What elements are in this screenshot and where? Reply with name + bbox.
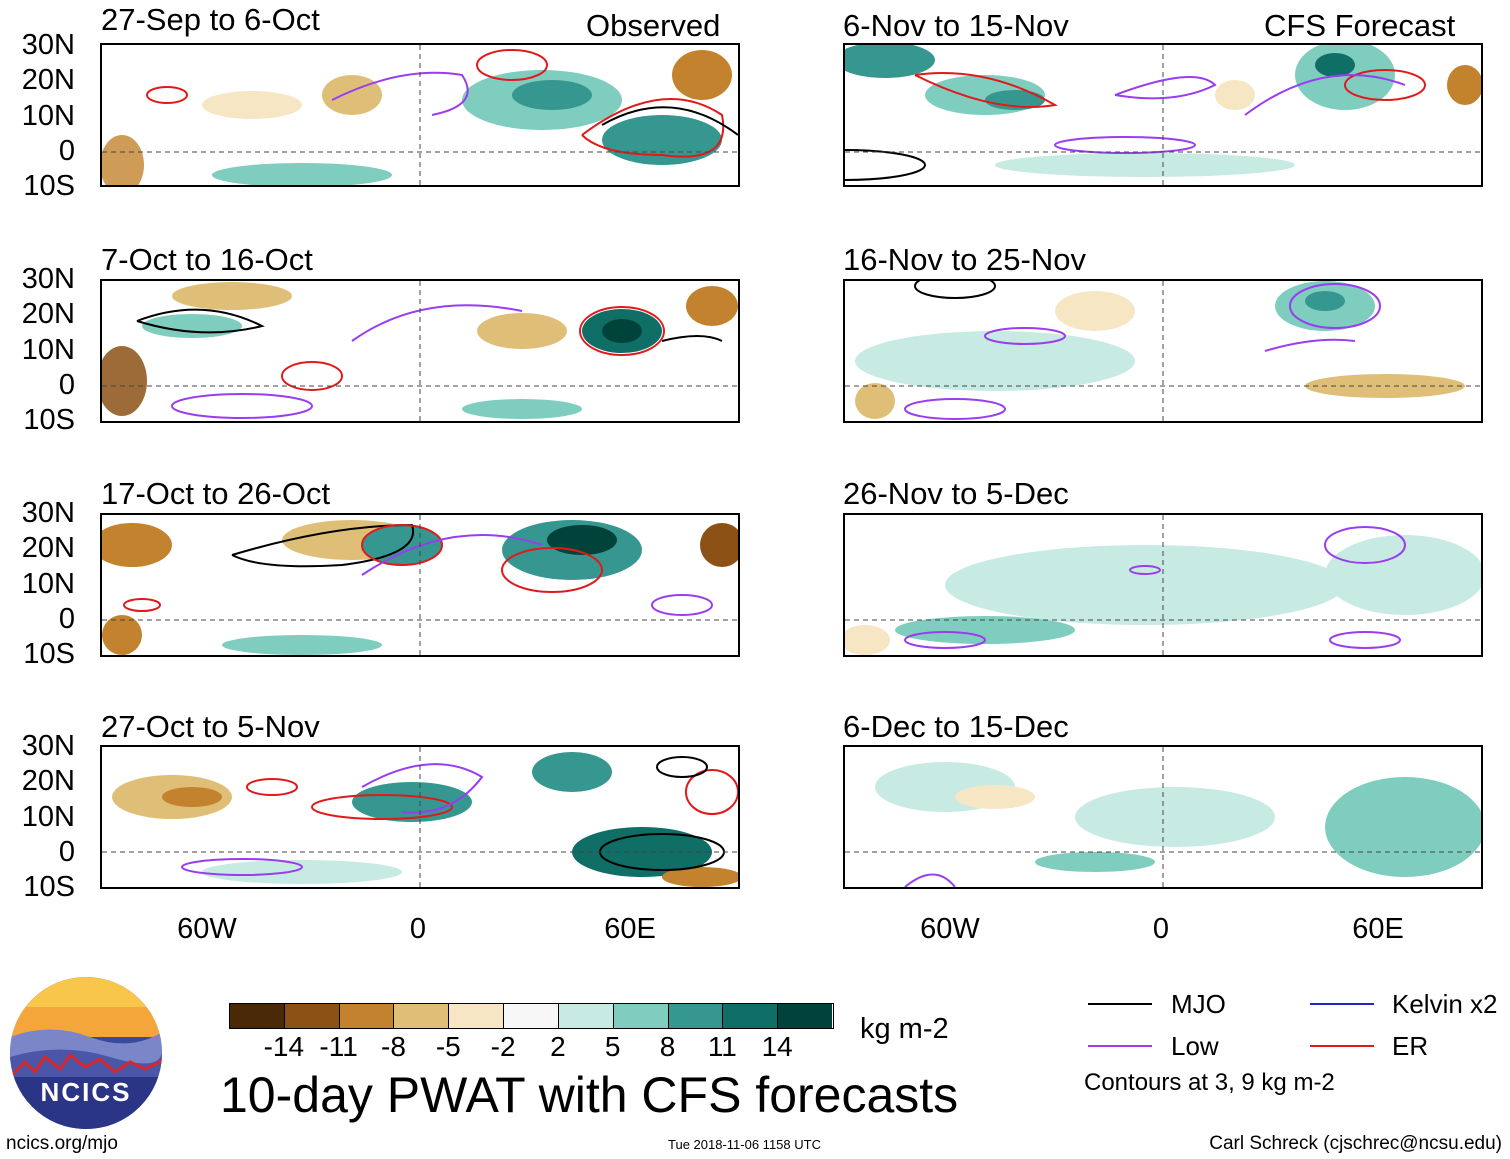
lat-label: 10N: [21, 801, 75, 833]
legend-note: Contours at 3, 9 kg m-2: [1084, 1069, 1335, 1096]
lat-label: 0: [58, 836, 75, 868]
lon-label: 60E: [1352, 913, 1404, 945]
colorbar-tick-label: -2: [490, 1031, 516, 1062]
legend-label-mjo: MJO: [1171, 989, 1226, 1019]
lat-label: 0: [58, 369, 75, 401]
lat-label: 10N: [21, 568, 75, 600]
panel-title: 6-Dec to 15-Dec: [843, 709, 1069, 744]
lon-label: 60E: [604, 913, 656, 945]
ncics-logo: NCICS: [10, 977, 162, 1129]
map-panel: [100, 745, 740, 889]
panel-title: 27-Sep to 6-Oct: [101, 2, 320, 37]
panel-title: 16-Nov to 25-Nov: [843, 242, 1086, 277]
panel-tag: CFS Forecast: [1264, 8, 1456, 43]
map-panel: [843, 43, 1483, 187]
map-panel: [100, 279, 740, 423]
colorbar-cell: [504, 1004, 559, 1028]
panel-title: 27-Oct to 5-Nov: [101, 709, 320, 744]
lat-label: 10S: [23, 871, 75, 903]
colorbar-cell: [394, 1004, 450, 1028]
lat-label: 0: [58, 603, 75, 635]
footer-credit: Carl Schreck (cjschrec@ncsu.edu): [1209, 1133, 1502, 1154]
panel-title: 26-Nov to 5-Dec: [843, 476, 1069, 511]
footer-timestamp: Tue 2018-11-06 1158 UTC: [668, 1137, 821, 1152]
legend-label-low: Low: [1171, 1031, 1219, 1061]
colorbar-tick-label: 8: [659, 1031, 676, 1062]
panel-tag: Observed: [586, 8, 721, 43]
map-panel: [100, 43, 740, 187]
lat-label: 30N: [21, 29, 75, 61]
colorbar-tick-label: -14: [263, 1031, 305, 1062]
lat-label: 10N: [21, 100, 75, 132]
colorbar-cell: [558, 1004, 614, 1028]
lat-label: 20N: [21, 64, 75, 96]
colorbar-tick-label: -11: [319, 1031, 358, 1062]
colorbar-tick-label: 14: [761, 1031, 793, 1062]
lat-label: 30N: [21, 497, 75, 529]
footer-url[interactable]: ncics.org/mjo: [6, 1133, 118, 1154]
lat-label: 30N: [21, 263, 75, 295]
map-panel: [100, 513, 740, 657]
map-panel: [843, 513, 1483, 657]
colorbar-cell: [778, 1004, 832, 1028]
colorbar-cell: [613, 1004, 669, 1028]
lon-label: 0: [1152, 913, 1170, 945]
legend-label-er: ER: [1392, 1031, 1429, 1061]
lon-label: 60W: [177, 913, 237, 945]
colorbar-units: kg m-2: [860, 1013, 949, 1045]
colorbar-cell: [339, 1004, 395, 1028]
colorbar-cell: [230, 1004, 285, 1028]
colorbar-cell: [723, 1004, 779, 1028]
panel-title: 17-Oct to 26-Oct: [101, 476, 331, 511]
colorbar-ticks: -14 -11 -8 -5 -2 2 5 8 11 14: [229, 1031, 834, 1061]
legend-swatch-kelvin: [1310, 1003, 1374, 1005]
map-panel: [843, 279, 1483, 423]
colorbar: [229, 1003, 834, 1029]
lat-label: 10N: [21, 334, 75, 366]
colorbar-tick-label: -5: [435, 1031, 461, 1062]
logo-text: NCICS: [40, 1077, 132, 1107]
colorbar-cell: [449, 1004, 505, 1028]
colorbar-tick-label: 11: [707, 1031, 737, 1062]
lon-label: 60W: [920, 913, 980, 945]
panel-title: 6-Nov to 15-Nov: [843, 8, 1069, 43]
map-panel: [843, 745, 1483, 889]
lat-label: 30N: [21, 730, 75, 762]
legend-swatch-mjo: [1088, 1003, 1152, 1005]
colorbar-tick-label: 5: [604, 1031, 621, 1062]
panel-title: 7-Oct to 16-Oct: [101, 242, 313, 277]
lon-label: 0: [409, 913, 427, 945]
main-title: 10-day PWAT with CFS forecasts: [220, 1067, 959, 1123]
lat-label: 20N: [21, 298, 75, 330]
colorbar-cell: [284, 1004, 340, 1028]
legend-swatch-er: [1310, 1045, 1374, 1047]
lat-label: 20N: [21, 765, 75, 797]
lat-label: 0: [58, 135, 75, 167]
lat-label: 10S: [23, 170, 75, 202]
colorbar-cell: [668, 1004, 724, 1028]
lat-label: 20N: [21, 532, 75, 564]
colorbar-tick-label: -8: [381, 1031, 406, 1062]
colorbar-tick-label: 2: [550, 1031, 566, 1062]
lat-label: 10S: [23, 638, 75, 670]
legend-label-kelvin: Kelvin x2: [1392, 989, 1498, 1019]
lat-label: 10S: [23, 404, 75, 436]
legend-swatch-low: [1088, 1045, 1152, 1047]
